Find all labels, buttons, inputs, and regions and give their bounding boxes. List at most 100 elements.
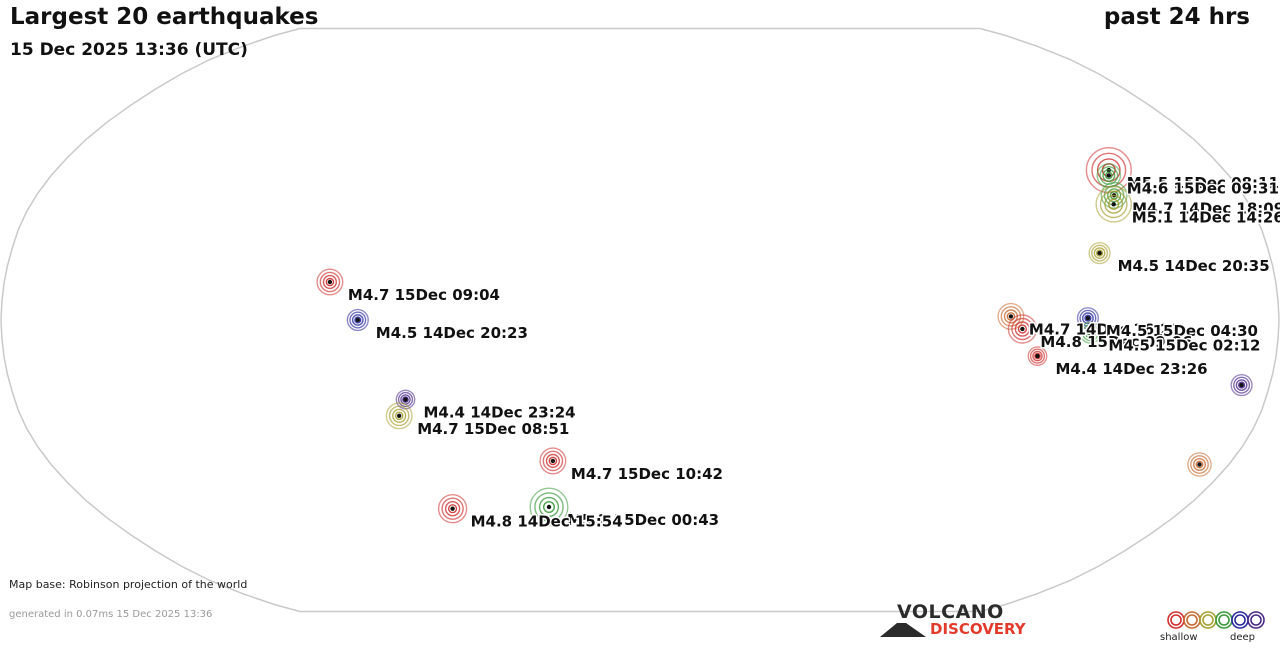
earthquake-label: M5.5 15Dec 08:11 [1127,174,1279,192]
earthquake-marker [1095,185,1132,223]
earthquake-ring [1084,326,1097,339]
earthquake-epicenter [1020,326,1025,332]
earthquake-label: M5.1 14Dec 14:26 [1132,208,1280,226]
earthquake-ring [1093,247,1106,260]
earthquake-ring [1091,244,1109,262]
earthquake-ring [1084,314,1092,322]
legend-ring [1218,614,1230,626]
legend-ring [1250,614,1262,626]
logo-line-discovery: DISCOVERY [930,620,1026,638]
earthquake-ring [1237,381,1246,389]
earthquake-ring [1195,460,1204,469]
earthquake-ring [437,494,468,524]
volcanodiscovery-logo[interactable]: VOLCANO DISCOVERY [880,601,1040,641]
earthquake-label: M4.7 15Dec 10:42 [571,465,723,483]
earthquake-ring [538,496,560,518]
earthquake-ring [325,277,335,287]
earthquake-ring [1099,190,1128,219]
legend-ring [1202,614,1214,626]
map-outline [0,27,1280,613]
earthquake-epicenter [1035,353,1040,359]
earthquake-label: M4.7 15Dec 09:04 [348,286,500,304]
earthquake-ring [539,447,567,475]
earthquake-ring [1104,194,1124,214]
earthquake-epicenter [1106,173,1112,178]
earthquake-marker [529,487,569,527]
earthquake-ring [1086,329,1095,337]
earthquake-label: M4.7 14Dec 18:09 [1132,199,1280,217]
earthquake-marker [1079,321,1102,344]
legend-ring [1170,614,1182,626]
earthquake-ring [1187,452,1212,477]
earthquake-ring [1192,458,1206,472]
earthquake-label: M4.5 14Dec 20:35 [1118,257,1270,275]
earthquake-ring [1230,374,1253,397]
earthquake-ring [1106,188,1122,203]
earthquake-ring [1095,185,1132,223]
earthquake-marker [316,268,344,296]
earthquake-epicenter [355,317,360,323]
legend-shallow-label: shallow [1160,632,1198,643]
earthquake-ring [1100,181,1128,209]
earthquake-label: M4.8 14Dec 15:54 [471,513,623,531]
earthquake-epicenter [1008,314,1014,319]
earthquake-epicenter [550,458,556,464]
earthquake-marker [437,494,468,524]
earthquake-ring [441,497,464,520]
earthquake-epicenter [1111,202,1116,207]
earthquake-ring [1190,455,1209,474]
earthquake-ring [1088,242,1111,265]
map-datetime: 15 Dec 2025 13:36 (UTC) [10,40,248,60]
legend-ring [1234,614,1246,626]
earthquake-marker [346,308,369,332]
earthquake-ring [397,391,414,408]
earthquake-ring [1029,348,1046,364]
earthquake-ring [394,411,404,421]
earthquake-label: M4.8 15Dec 09:06 [1040,333,1192,351]
depth-legend-rings [1167,611,1265,629]
map-base-credit: Map base: Robinson projection of the wor… [9,578,248,591]
earthquake-ring [1095,249,1104,257]
earthquake-ring [1014,321,1031,337]
earthquake-ring [316,268,344,296]
earthquake-label: M5.2 15Dec 00:43 [567,511,719,529]
earthquake-label: M4.5 15Dec 02:12 [1108,337,1260,355]
earthquake-epicenter [546,504,552,510]
earthquake-ring [1104,171,1113,180]
earthquake-marker [1088,242,1111,265]
legend-deep-label: deep [1230,632,1255,643]
earthquake-ring [1027,346,1048,366]
earthquake-ring [322,274,338,290]
depth-legend: shallow deep [1160,606,1270,646]
earthquake-ring [1079,321,1102,344]
earthquake-epicenter [1197,462,1202,467]
volcano-icon [880,623,926,637]
earthquake-ring [543,501,556,514]
earthquake-epicenter [1239,382,1244,388]
earthquake-markers [316,147,1253,527]
earthquake-ring [354,316,362,324]
earthquake-ring [1081,324,1099,342]
earthquake-ring [534,492,564,522]
earthquake-marker [997,302,1025,330]
earthquake-ring [1233,376,1251,394]
earthquake-epicenter [1097,250,1102,256]
earthquake-ring [545,453,561,469]
earthquake-ring [1235,379,1248,391]
legend-ring [1186,614,1198,626]
earthquake-epicenter [327,279,333,285]
earthquake-ring [1108,198,1120,210]
earthquake-marker [539,447,567,475]
earthquake-ring [402,396,409,403]
earthquake-epicenter [397,413,402,418]
earthquake-ring [1082,312,1094,325]
earthquake-ring [542,450,564,472]
earthquake-label: M4.7 15Dec 08:51 [417,420,569,438]
earthquake-ring [385,402,413,430]
map-border [0,27,1280,613]
earthquake-ring [1000,306,1022,327]
earthquake-ring [319,271,341,293]
map-title: Largest 20 earthquakes [10,4,319,30]
earthquake-label: M4.7 14Dec 16:21 [1029,320,1181,338]
